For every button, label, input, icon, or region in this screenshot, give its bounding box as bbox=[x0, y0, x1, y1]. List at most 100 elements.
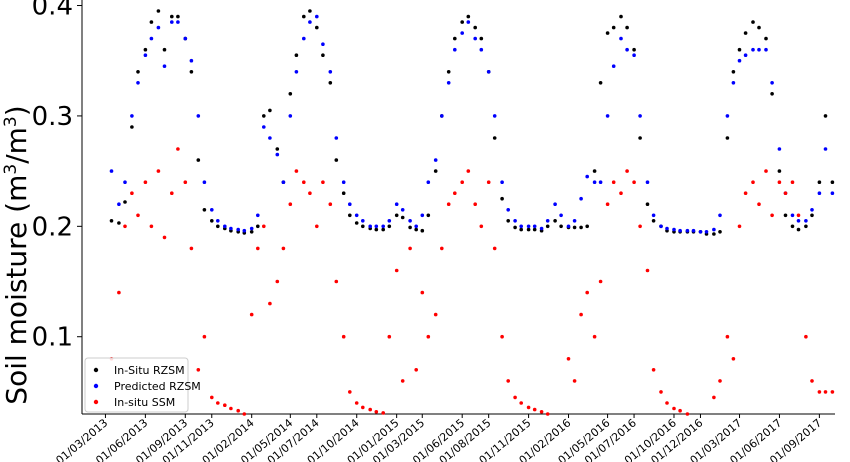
data-point bbox=[170, 20, 174, 24]
data-point bbox=[572, 219, 577, 223]
data-point bbox=[725, 334, 730, 339]
data-point bbox=[275, 279, 280, 284]
data-point bbox=[334, 158, 339, 162]
data-point bbox=[632, 47, 636, 52]
data-point bbox=[638, 224, 642, 229]
data-point bbox=[731, 70, 736, 74]
data-point bbox=[348, 213, 352, 218]
data-point bbox=[651, 368, 656, 372]
data-point bbox=[223, 403, 227, 408]
data-point bbox=[460, 180, 465, 184]
data-point bbox=[770, 213, 774, 218]
data-point bbox=[176, 20, 180, 24]
data-point bbox=[466, 169, 471, 173]
data-point bbox=[354, 401, 359, 405]
data-point bbox=[334, 279, 339, 284]
data-point bbox=[143, 53, 148, 57]
data-point bbox=[757, 202, 761, 206]
data-point bbox=[672, 227, 676, 232]
data-point bbox=[526, 224, 531, 229]
data-point bbox=[446, 70, 451, 74]
data-point bbox=[433, 169, 438, 173]
data-point bbox=[109, 219, 114, 223]
data-point bbox=[268, 136, 272, 140]
data-point bbox=[341, 191, 346, 195]
data-point bbox=[308, 191, 312, 195]
data-point bbox=[559, 213, 563, 218]
data-point bbox=[500, 180, 504, 184]
data-point bbox=[572, 225, 577, 230]
data-point bbox=[638, 136, 642, 140]
data-point bbox=[281, 246, 286, 251]
data-point bbox=[611, 64, 616, 68]
data-point bbox=[737, 47, 742, 52]
data-point bbox=[698, 230, 703, 234]
data-point bbox=[130, 114, 134, 118]
series-0 bbox=[109, 9, 835, 236]
data-point bbox=[328, 202, 333, 206]
data-point bbox=[810, 213, 814, 218]
data-point bbox=[210, 219, 214, 223]
series-1 bbox=[109, 14, 835, 234]
data-point bbox=[268, 301, 272, 306]
data-point bbox=[685, 412, 690, 416]
data-point bbox=[387, 224, 392, 229]
data-point bbox=[605, 31, 610, 35]
data-point bbox=[387, 334, 392, 339]
data-point bbox=[817, 390, 822, 394]
data-point bbox=[492, 114, 497, 118]
data-point bbox=[149, 224, 154, 229]
data-point bbox=[433, 312, 438, 317]
data-point bbox=[830, 191, 835, 195]
data-point bbox=[743, 53, 748, 57]
data-point bbox=[532, 407, 537, 412]
data-point bbox=[196, 158, 201, 162]
data-point bbox=[446, 202, 451, 206]
data-point bbox=[519, 227, 523, 232]
data-point bbox=[408, 246, 412, 251]
data-point bbox=[678, 228, 682, 233]
data-point bbox=[321, 180, 325, 184]
data-point bbox=[130, 191, 134, 195]
data-point bbox=[466, 20, 471, 24]
data-point bbox=[414, 224, 419, 229]
data-point bbox=[585, 290, 589, 295]
data-point bbox=[408, 225, 412, 230]
data-point bbox=[109, 169, 114, 173]
data-point bbox=[572, 379, 577, 383]
data-point bbox=[249, 226, 254, 231]
data-point bbox=[751, 180, 755, 184]
data-point bbox=[294, 169, 299, 173]
data-point bbox=[123, 224, 127, 229]
data-point bbox=[381, 224, 386, 229]
data-point bbox=[420, 213, 425, 218]
data-point bbox=[810, 208, 814, 212]
data-point bbox=[394, 213, 399, 218]
data-point bbox=[725, 114, 730, 118]
data-point bbox=[202, 180, 207, 184]
data-point bbox=[334, 136, 339, 140]
data-point bbox=[764, 169, 768, 173]
data-point bbox=[731, 357, 736, 361]
data-point bbox=[196, 114, 201, 118]
data-point bbox=[288, 114, 293, 118]
data-point bbox=[196, 368, 201, 372]
data-point bbox=[665, 401, 669, 405]
data-point bbox=[479, 47, 484, 52]
data-point bbox=[420, 228, 425, 233]
data-point bbox=[764, 36, 768, 41]
data-point bbox=[545, 224, 550, 229]
data-point bbox=[651, 219, 656, 223]
data-point bbox=[176, 147, 180, 151]
data-point bbox=[381, 411, 386, 415]
data-point bbox=[275, 147, 280, 151]
data-point bbox=[302, 180, 306, 184]
data-point bbox=[374, 227, 379, 232]
data-point bbox=[817, 191, 822, 195]
data-point bbox=[823, 114, 828, 118]
y-tick-label: 0.3 bbox=[32, 102, 73, 132]
data-point bbox=[229, 406, 233, 411]
data-point bbox=[737, 224, 742, 229]
data-point bbox=[619, 14, 623, 19]
